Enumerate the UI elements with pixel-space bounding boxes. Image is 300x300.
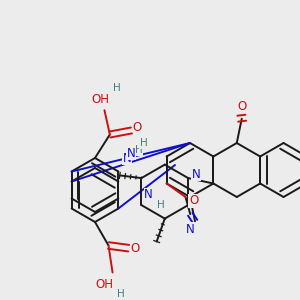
Text: H: H [112,83,120,93]
Text: H: H [117,290,124,299]
Text: N: N [144,188,153,201]
Text: N: N [192,168,200,181]
Text: O: O [189,194,198,208]
Text: O: O [130,242,140,255]
Text: O: O [237,100,246,113]
Text: N: N [122,152,131,165]
Text: N: N [186,223,194,236]
Text: OH: OH [92,93,110,106]
Text: H: H [135,145,143,155]
Text: N: N [126,147,135,160]
Text: O: O [133,121,142,134]
Text: H: H [157,200,165,210]
Text: OH: OH [95,278,113,291]
Text: H: H [140,138,148,148]
